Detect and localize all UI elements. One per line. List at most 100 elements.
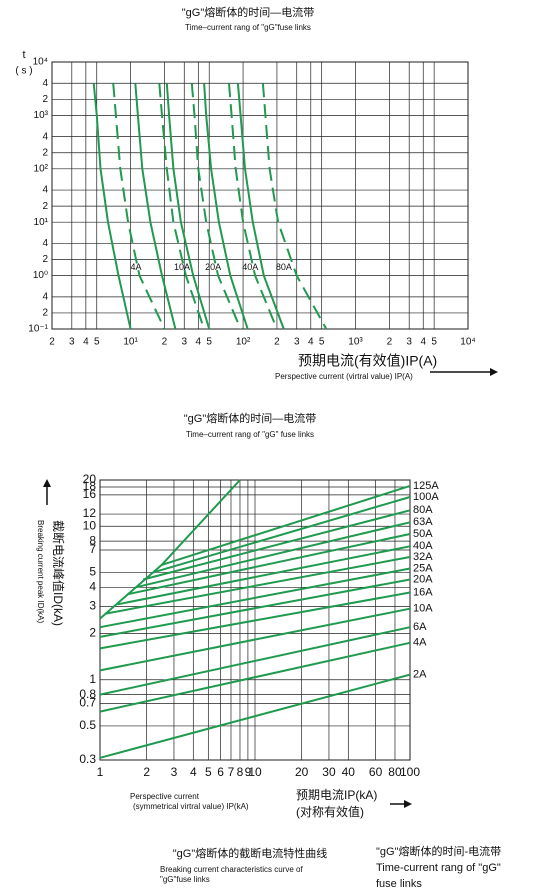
fuse-line <box>99 591 411 650</box>
line-label: 63A <box>413 516 433 528</box>
min-curve <box>203 83 249 330</box>
max-curve <box>228 83 278 330</box>
y-tick-label: 2 <box>42 94 48 105</box>
plot-frame <box>51 61 469 330</box>
y-tick-label: 4 <box>42 238 48 249</box>
line-label: 40A <box>413 540 433 552</box>
y-tick-label: 4 <box>42 78 48 89</box>
line-label: 25A <box>413 562 433 574</box>
caption: "gG"熔断体的截断电流特性曲线 <box>173 846 327 860</box>
fuse-line <box>99 641 411 713</box>
x-tick-label: 5 <box>319 337 325 348</box>
fuse-line <box>99 607 411 672</box>
x-tick-label: 2 <box>274 337 280 348</box>
y-axis-label: 截断电流峰值ID(kA) <box>51 520 66 626</box>
caption: Time-current rang of "gG" <box>376 862 501 874</box>
line-label: 50A <box>413 528 433 540</box>
y-tick-label: 10⁴ <box>33 57 48 68</box>
line-label: 6A <box>413 621 427 633</box>
y-axis-unit: ( s ) <box>15 66 32 77</box>
x-tick-label: 3 <box>294 337 300 348</box>
fuse-line <box>117 545 411 606</box>
x-axis-label-en: Perspective current <box>130 792 200 801</box>
y-tick-label: 10³ <box>34 110 49 121</box>
x-tick-label: 4 <box>308 337 314 348</box>
caption: "gG"熔断体的时间-电流带 <box>376 844 501 858</box>
min-curve <box>92 83 132 330</box>
x-axis-label: 预期电流IP(kA) <box>296 788 377 802</box>
line-label: 80A <box>413 504 433 516</box>
y-tick-label: 8 <box>89 533 96 547</box>
x-tick-label: 30 <box>322 765 336 779</box>
x-tick-label: 10¹ <box>123 337 138 348</box>
chart-subtitle: Time–current rang of "gG" fuse links <box>186 430 314 439</box>
line-label: 100A <box>413 491 439 503</box>
arrow-head <box>490 368 498 376</box>
curve-label: 4A <box>130 262 141 272</box>
x-tick-label: 10⁴ <box>460 337 475 348</box>
max-curve <box>261 83 328 330</box>
y-tick-label: 3 <box>89 599 96 613</box>
x-tick-label: 5 <box>431 337 437 348</box>
arrow-head <box>404 800 412 808</box>
caption: "gG"fuse links <box>160 875 210 884</box>
envelope-line <box>99 479 241 620</box>
y-tick-label: 12 <box>83 506 97 520</box>
curve-label: 10A <box>174 262 190 272</box>
y-tick-label: 2 <box>42 254 48 265</box>
fuse-line <box>161 484 411 566</box>
y-tick-label: 16 <box>83 487 97 501</box>
chart-subtitle: Time–current rang of "gG"fuse links <box>185 23 311 32</box>
y-tick-label: 10 <box>83 518 97 532</box>
min-curve <box>165 83 211 330</box>
x-tick-label: 4 <box>196 337 202 348</box>
fuse-line <box>142 509 411 581</box>
x-tick-label: 5 <box>206 337 212 348</box>
fuse-line <box>152 496 411 574</box>
y-tick-label: 0.3 <box>79 752 96 766</box>
x-tick-label: 4 <box>420 337 426 348</box>
x-tick-label: 40 <box>342 765 356 779</box>
x-tick-label: 4 <box>83 337 89 348</box>
curve-label: 80A <box>276 262 292 272</box>
x-tick-label: 9 <box>245 765 252 779</box>
line-label: 20A <box>413 573 433 585</box>
x-tick-label: 7 <box>228 765 235 779</box>
x-axis-label: 预期电流(有效值)IP(A) <box>298 353 437 369</box>
fuse-line <box>99 673 411 759</box>
x-tick-label: 5 <box>205 765 212 779</box>
x-tick-label: 10 <box>248 765 262 779</box>
caption: Breaking current characteristics curve o… <box>160 865 304 874</box>
y-axis-label: t <box>22 49 25 61</box>
x-tick-label: 8 <box>237 765 244 779</box>
y-tick-label: 0.7 <box>79 696 96 710</box>
line-label: 4A <box>413 637 427 649</box>
min-curve <box>134 83 177 330</box>
x-tick-label: 80 <box>388 765 402 779</box>
y-tick-label: 0.5 <box>79 718 96 732</box>
x-axis-label-note: (对称有效值) <box>296 804 364 819</box>
y-tick-label: 1 <box>89 672 96 686</box>
y-tick-label: 10² <box>34 163 49 174</box>
x-tick-label: 3 <box>406 337 412 348</box>
x-tick-label: 100 <box>400 765 420 779</box>
y-tick-label: 18 <box>83 479 97 493</box>
y-tick-label: 10¹ <box>34 217 49 228</box>
max-curve <box>112 83 166 330</box>
y-tick-label: 5 <box>89 565 96 579</box>
line-label: 125A <box>413 480 439 492</box>
y-tick-label: 4 <box>42 185 48 196</box>
x-axis-label-en: Perspective current (virtral value) IP(A… <box>275 372 413 381</box>
x-tick-label: 3 <box>171 765 178 779</box>
y-tick-label: 2 <box>89 626 96 640</box>
fuse-line <box>99 567 411 629</box>
caption: fuse links <box>376 878 422 890</box>
y-tick-label: 4 <box>42 131 48 142</box>
y-tick-label: 4 <box>89 579 96 593</box>
fuse-line <box>106 556 411 615</box>
y-tick-label: 20 <box>83 472 97 486</box>
x-tick-label: 10³ <box>348 337 363 348</box>
x-tick-label: 10² <box>236 337 251 348</box>
max-curve <box>190 83 242 330</box>
